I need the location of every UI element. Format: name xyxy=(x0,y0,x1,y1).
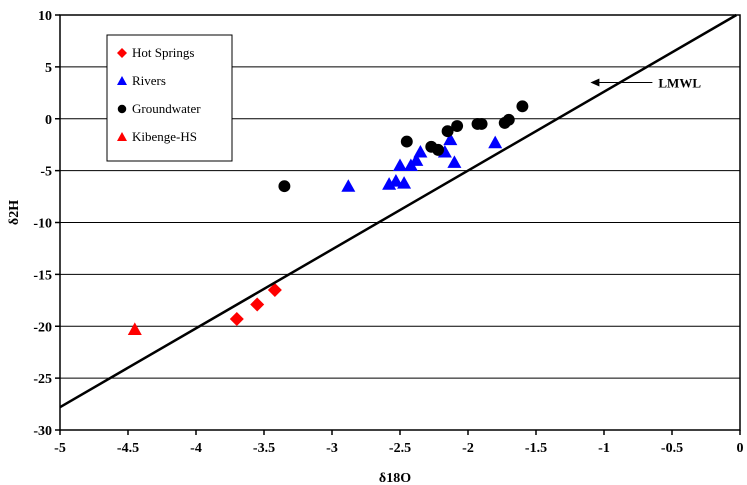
x-tick-label: -5 xyxy=(54,441,66,456)
y-tick-label: -20 xyxy=(33,320,52,335)
x-tick-label: 0 xyxy=(737,441,744,456)
data-point xyxy=(451,120,464,132)
series-groundwater xyxy=(278,100,529,193)
data-point xyxy=(250,297,265,312)
data-point xyxy=(409,153,424,166)
data-point xyxy=(127,322,142,335)
y-tick-label: 10 xyxy=(38,9,52,24)
data-point xyxy=(516,100,529,113)
legend-label: Kibenge-HS xyxy=(132,129,197,144)
y-tick-label: -10 xyxy=(33,217,52,232)
lmwl-annotation: LMWL xyxy=(590,75,701,90)
y-tick-label: -30 xyxy=(33,424,52,439)
data-point xyxy=(413,144,428,158)
y-axis-ticks: -30 -25 -20 -15 -10 -5 0 5 10 xyxy=(33,9,60,439)
y-tick-label: 5 xyxy=(45,61,52,76)
series-rivers xyxy=(341,132,503,192)
x-tick-label: -4.5 xyxy=(117,441,139,456)
data-point xyxy=(447,155,462,168)
lmwl-line-group xyxy=(59,13,738,409)
x-tick-label: -2 xyxy=(462,441,474,456)
data-point xyxy=(393,158,407,172)
data-point xyxy=(502,113,515,126)
x-tick-label: -3.5 xyxy=(253,441,275,456)
data-point xyxy=(475,117,488,130)
data-point xyxy=(488,135,503,149)
legend-label: Hot Springs xyxy=(132,45,194,60)
legend-marker xyxy=(117,132,127,141)
legend-marker xyxy=(117,104,127,114)
lmwl-line xyxy=(59,13,738,409)
data-point xyxy=(229,311,244,326)
annotation-label: LMWL xyxy=(658,75,701,90)
series-hot-springs xyxy=(229,282,282,326)
data-series xyxy=(127,100,529,335)
x-tick-label: -1.5 xyxy=(525,441,547,456)
annotation-arrow-head xyxy=(590,78,600,87)
legend-marker xyxy=(117,48,127,58)
data-point xyxy=(432,143,445,156)
y-tick-label: -15 xyxy=(33,268,52,283)
data-point xyxy=(341,179,356,192)
x-axis-title: δ18O xyxy=(379,471,411,485)
data-point xyxy=(443,132,458,146)
x-tick-label: -1 xyxy=(598,441,610,456)
data-point xyxy=(388,174,403,187)
legend-label: Groundwater xyxy=(132,101,201,116)
legend-label: Rivers xyxy=(132,73,166,88)
y-tick-label: 0 xyxy=(45,113,52,128)
legend: Hot Springs Rivers Groundwater Kibenge-HS xyxy=(106,34,233,162)
x-axis-ticks: -5 -4.5 -4 -3.5 -3 -2.5 -2 -1.5 -1 -0.5 0 xyxy=(54,430,744,456)
data-point xyxy=(267,282,282,297)
y-tick-label: -5 xyxy=(40,165,52,180)
y-tick-label: -25 xyxy=(33,372,52,387)
data-point xyxy=(441,125,454,138)
data-point xyxy=(397,176,412,189)
x-tick-label: -2.5 xyxy=(389,441,411,456)
data-point xyxy=(278,180,291,193)
legend-box xyxy=(106,34,233,162)
x-tick-label: -3 xyxy=(326,441,338,456)
x-tick-label: -0.5 xyxy=(661,441,683,456)
x-tick-label: -4 xyxy=(190,441,202,456)
legend-marker xyxy=(117,76,127,85)
series-kibenge-hs xyxy=(127,322,142,335)
data-point xyxy=(400,135,413,148)
y-axis-title: δ2H xyxy=(7,200,22,225)
